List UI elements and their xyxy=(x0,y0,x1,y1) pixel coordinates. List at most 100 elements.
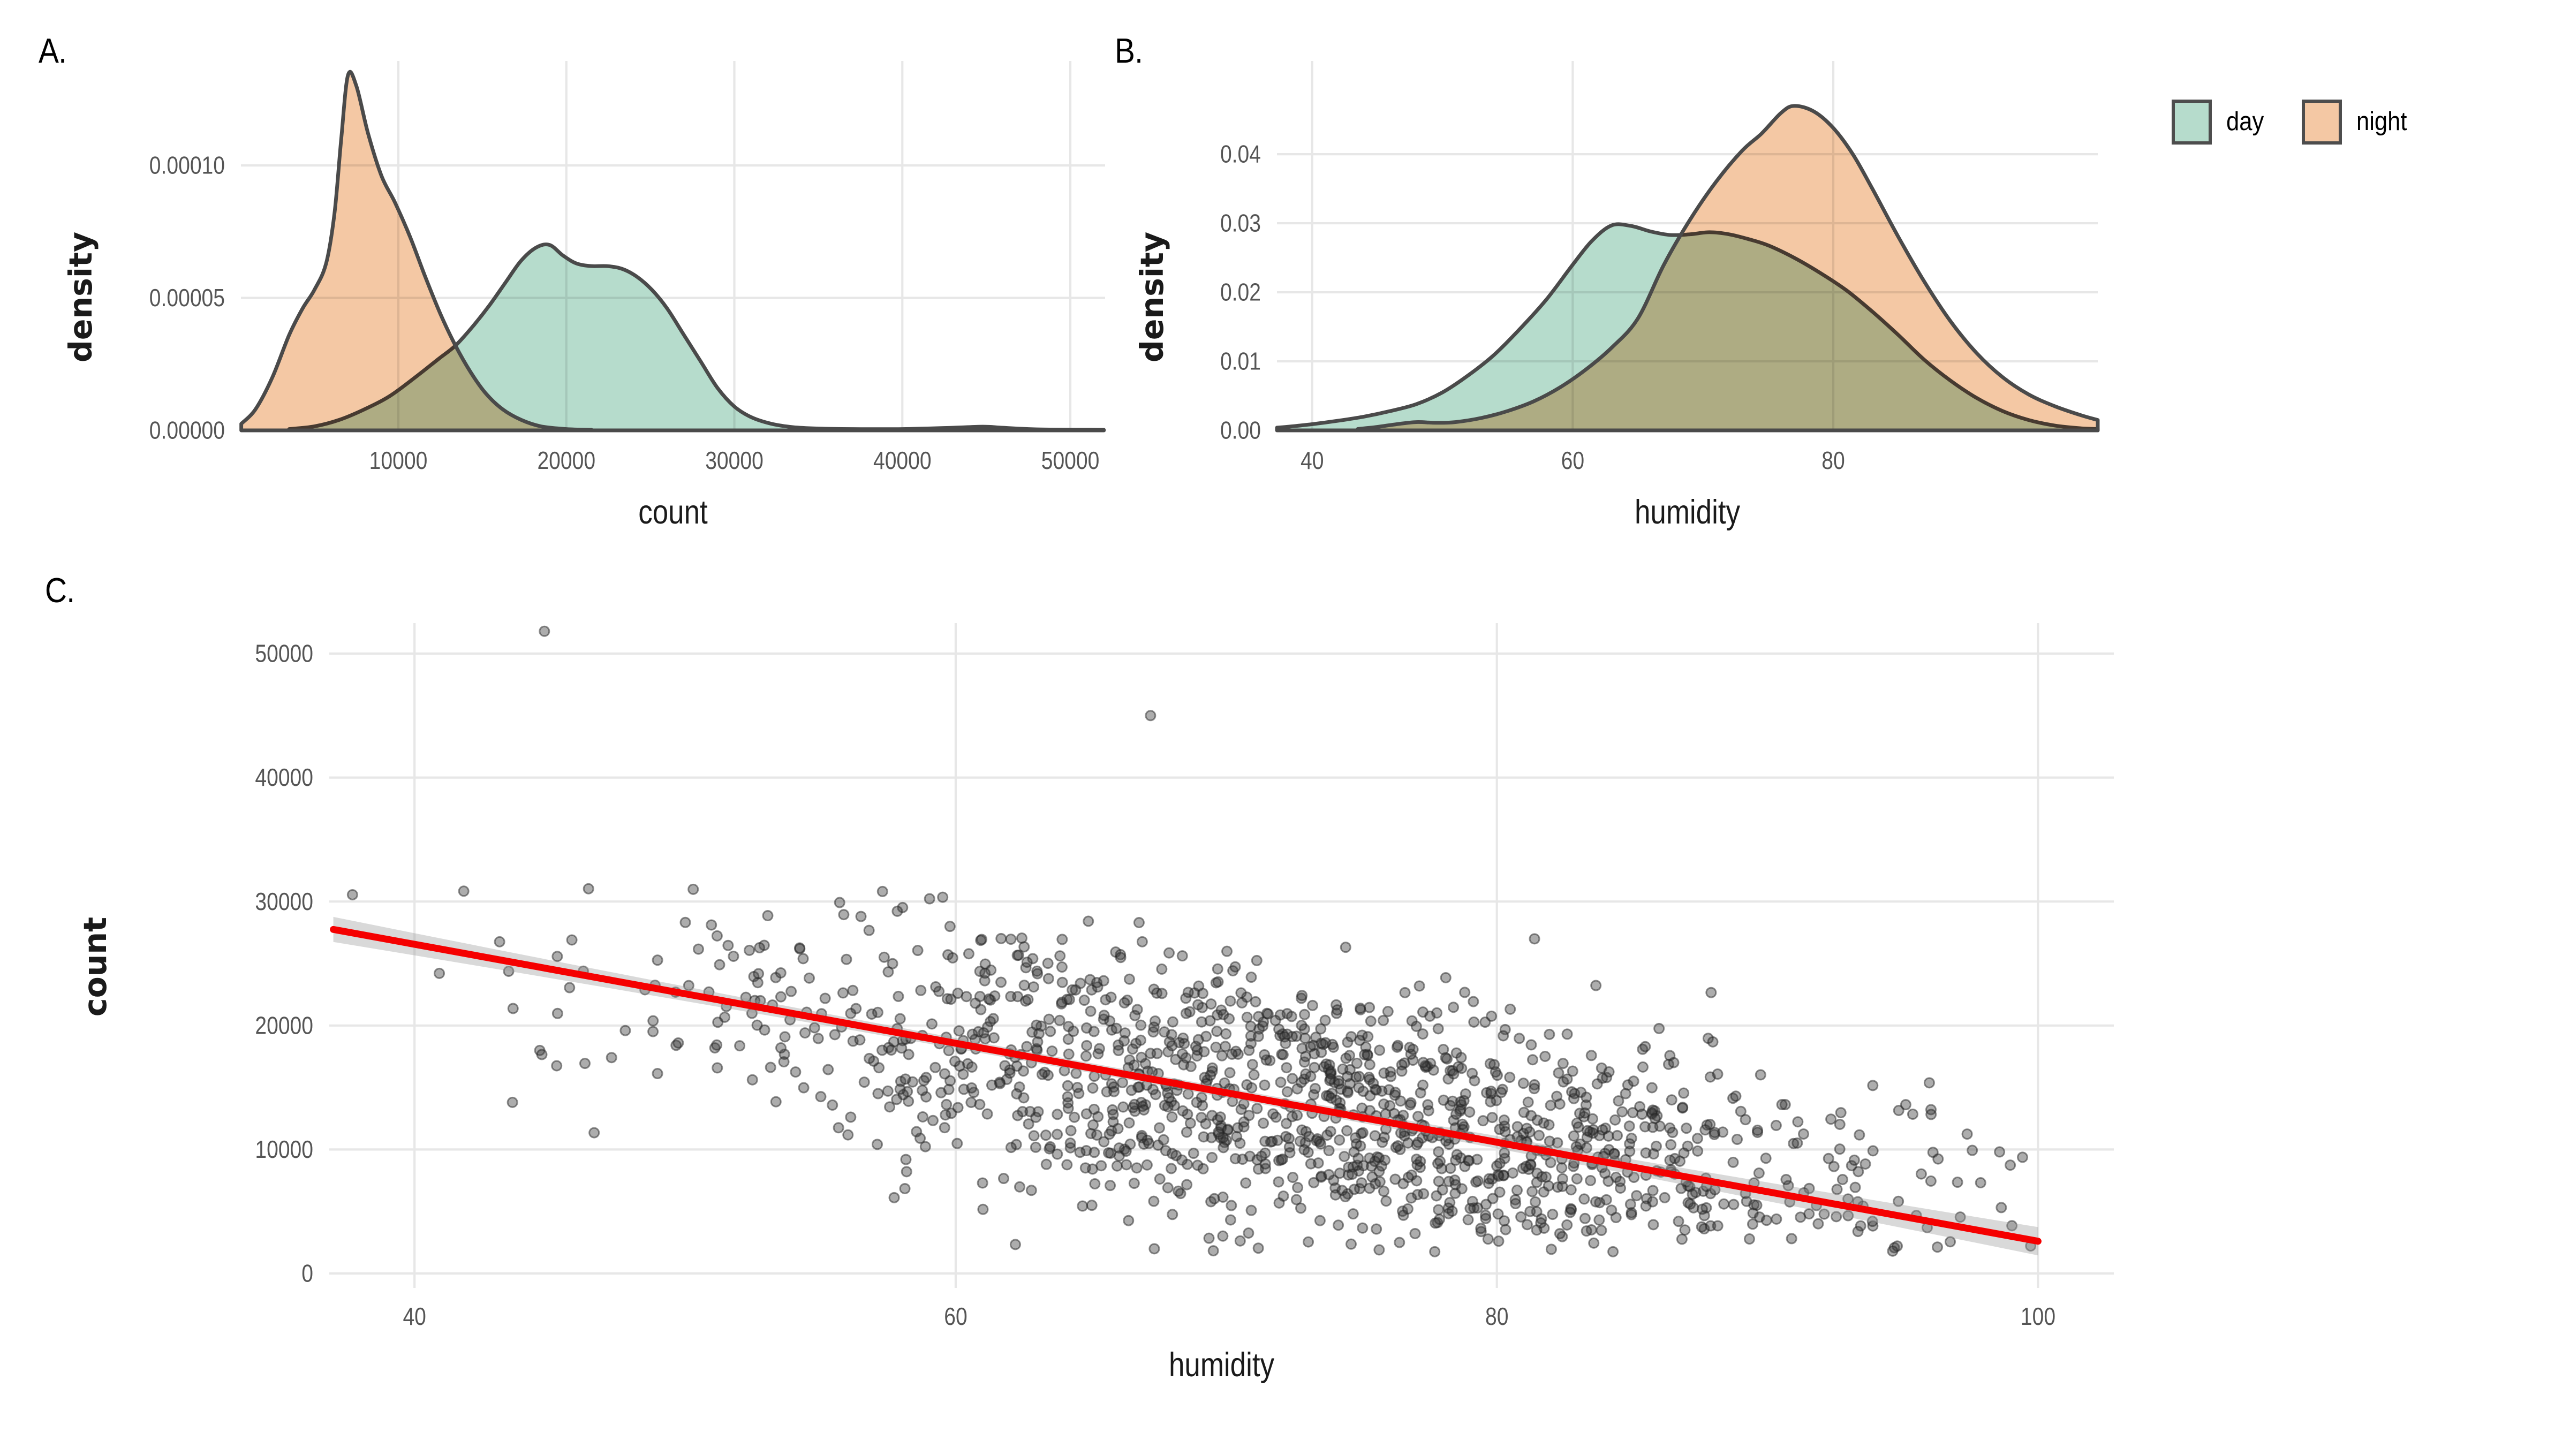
data-point xyxy=(1836,1173,1848,1185)
data-point xyxy=(1994,1146,2006,1158)
data-point xyxy=(1123,1215,1135,1226)
data-point xyxy=(1585,1050,1597,1061)
data-point xyxy=(1582,1125,1593,1136)
data-point xyxy=(1692,1145,1704,1157)
data-point xyxy=(1357,1127,1369,1139)
data-point xyxy=(872,1088,884,1099)
data-point xyxy=(507,1003,519,1014)
data-point xyxy=(503,965,515,977)
data-point xyxy=(1062,1091,1074,1103)
data-point xyxy=(1088,1103,1100,1115)
data-point xyxy=(734,1040,746,1052)
data-point xyxy=(1176,1154,1188,1166)
data-point xyxy=(886,1044,897,1056)
data-point xyxy=(1357,1222,1369,1234)
data-point xyxy=(1054,950,1066,962)
data-point xyxy=(888,1192,900,1203)
data-point xyxy=(1712,1068,1724,1080)
data-point xyxy=(1123,1117,1135,1129)
data-point xyxy=(1077,1200,1089,1212)
data-point xyxy=(995,976,1007,988)
data-point xyxy=(647,1026,659,1037)
data-point xyxy=(785,985,797,997)
data-point xyxy=(1743,1233,1755,1245)
data-point xyxy=(1281,1086,1293,1098)
y-tick-label: 20000 xyxy=(255,1011,313,1039)
y-tick-label: 0 xyxy=(301,1260,313,1287)
data-point xyxy=(974,1098,986,1110)
data-point xyxy=(1835,1107,1847,1119)
data-point xyxy=(1681,1123,1692,1134)
data-point xyxy=(981,1021,993,1033)
y-tick-label: 0.00 xyxy=(1220,416,1261,444)
data-point xyxy=(1852,1226,1864,1238)
data-point xyxy=(1004,1067,1016,1079)
data-point xyxy=(841,953,852,965)
data-point xyxy=(1027,953,1039,965)
data-point xyxy=(1945,1236,1956,1248)
x-axis-title: humidity xyxy=(1635,494,1740,531)
data-point xyxy=(1333,1075,1344,1087)
data-point xyxy=(1280,1118,1292,1129)
data-point xyxy=(1647,1185,1659,1196)
data-point xyxy=(1374,1176,1386,1188)
data-point xyxy=(981,1108,993,1120)
data-point xyxy=(1954,1211,1966,1223)
data-point xyxy=(1414,980,1425,992)
data-point xyxy=(1348,1184,1360,1195)
data-point xyxy=(1684,1198,1696,1210)
data-point xyxy=(1648,1148,1660,1160)
data-point xyxy=(1283,1133,1295,1144)
data-point xyxy=(1623,1120,1635,1132)
data-point xyxy=(1258,1117,1269,1129)
data-point xyxy=(1182,987,1194,998)
data-point xyxy=(1395,1095,1407,1107)
data-point xyxy=(1129,1010,1141,1021)
data-point xyxy=(1545,1243,1557,1255)
data-point xyxy=(1181,1126,1192,1138)
data-point xyxy=(1207,1245,1219,1257)
data-point xyxy=(1012,949,1024,961)
data-point xyxy=(1433,1146,1445,1158)
data-point xyxy=(1472,1175,1484,1187)
data-point xyxy=(1491,1160,1503,1172)
y-axis-title: density xyxy=(63,232,99,362)
data-point xyxy=(1117,1076,1129,1088)
data-point xyxy=(1637,1061,1649,1073)
data-point xyxy=(1223,1013,1235,1025)
data-point xyxy=(1063,1048,1075,1060)
data-point xyxy=(1687,1188,1698,1200)
data-point xyxy=(1224,995,1236,1007)
data-point xyxy=(1404,1099,1416,1111)
data-point xyxy=(1005,934,1017,945)
data-point xyxy=(1251,1103,1263,1114)
legend-swatch-day xyxy=(2172,100,2212,145)
x-tick-label: 60 xyxy=(1561,446,1584,474)
data-point xyxy=(845,1111,857,1123)
data-point xyxy=(842,1129,854,1141)
data-point xyxy=(1121,1159,1132,1171)
data-point xyxy=(1613,1095,1624,1107)
data-point xyxy=(799,1027,811,1039)
data-point xyxy=(1290,1194,1302,1205)
data-point xyxy=(797,953,809,965)
data-point xyxy=(1080,1022,1092,1034)
data-point xyxy=(1448,1002,1460,1013)
data-point xyxy=(1792,1137,1803,1149)
data-point xyxy=(1707,1036,1719,1048)
data-point xyxy=(1812,1218,1824,1230)
data-point xyxy=(1356,1177,1367,1189)
data-point xyxy=(1269,1014,1281,1026)
data-point xyxy=(1118,1035,1130,1046)
data-point xyxy=(775,1042,787,1054)
data-point xyxy=(1430,1217,1441,1229)
data-point xyxy=(872,1139,883,1150)
data-point xyxy=(1204,1015,1216,1027)
data-point xyxy=(1480,1209,1492,1221)
data-point xyxy=(1127,1043,1138,1055)
data-point xyxy=(987,1013,999,1025)
data-point xyxy=(1112,1123,1124,1134)
data-point xyxy=(1567,1065,1578,1077)
data-point xyxy=(926,1018,938,1030)
data-point xyxy=(1218,1142,1229,1154)
